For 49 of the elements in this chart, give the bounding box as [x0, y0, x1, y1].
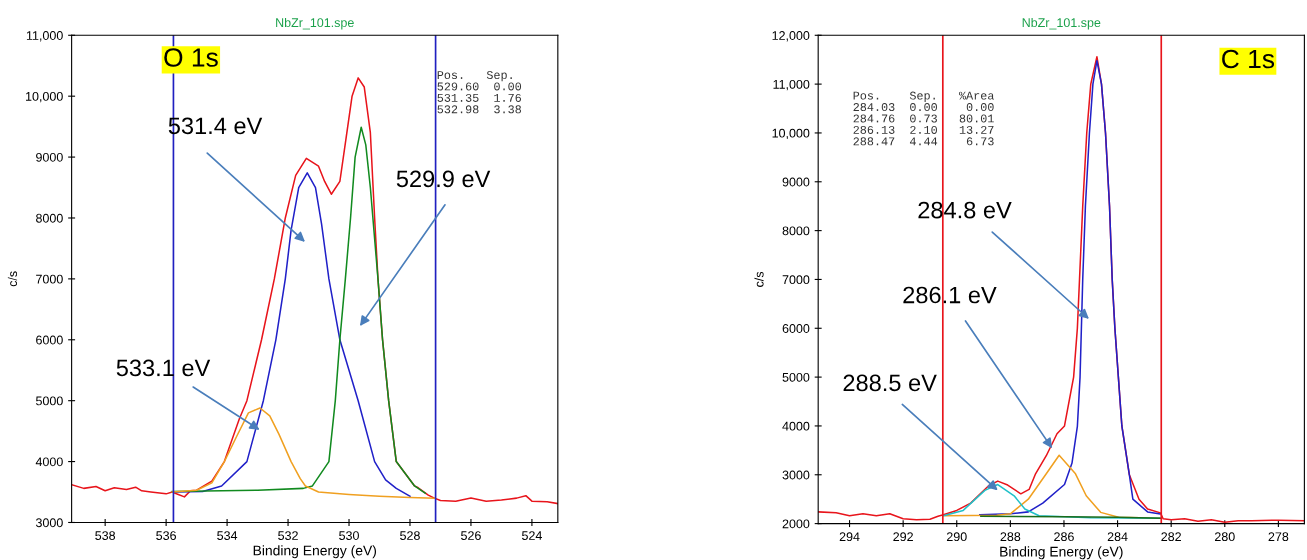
y-tick-label: 8000: [782, 226, 810, 236]
y-tick-label: 3000: [782, 470, 810, 480]
x-tick-label: 290: [946, 532, 967, 542]
x-tick-label: 536: [156, 531, 176, 540]
y-tick-label: 4000: [782, 421, 810, 431]
y-axis-title: c/s: [754, 271, 764, 287]
y-tick-label: 10,000: [26, 91, 63, 103]
y-tick-label: 5000: [782, 372, 810, 382]
x-axis-title: Binding Energy (eV): [1000, 546, 1123, 560]
x-tick-label: 282: [1161, 532, 1181, 542]
x-tick-label: 532: [278, 531, 298, 540]
x-tick-label: 524: [521, 531, 542, 540]
x-tick-label: 528: [400, 531, 420, 540]
y-axis-title: c/s: [7, 271, 18, 287]
y-tick-label: 12,000: [772, 31, 810, 42]
x-tick-label: 292: [893, 532, 913, 542]
x-tick-label: 280: [1214, 532, 1235, 542]
x-tick-label: 284: [1107, 532, 1128, 542]
annotation: Pos. Sep. 529.60 0.00 531.35 1.76 532.98 3.38: [437, 71, 522, 114]
annotation: 288.5 eV: [843, 374, 937, 392]
y-tick-label: 6000: [36, 335, 63, 345]
y-tick-label: 10,000: [772, 128, 810, 140]
x-tick-label: 534: [217, 531, 238, 540]
chart-title: NbZr_101.spe: [276, 17, 354, 30]
x-tick-label: 530: [339, 531, 359, 540]
y-tick-label: 11,000: [26, 31, 63, 42]
x-tick-label: 538: [95, 531, 116, 540]
line-series: [171, 407, 436, 499]
y-tick-label: 5000: [35, 396, 63, 406]
annotation: O 1s: [164, 48, 218, 67]
y-tick-label: 3000: [35, 518, 63, 528]
y-tick-label: 9000: [782, 177, 810, 187]
x-tick-label: 278: [1268, 532, 1289, 542]
annotation: Pos. Sep. %Area 284.03 0.00 0.00 284.76 0.73 80.01 286.13 2.10 13.27 288.47 4.44 6.73: [853, 91, 994, 146]
y-tick-label: 4000: [35, 457, 63, 467]
y-tick-label: 7000: [782, 275, 810, 285]
y-tick-label: 11,000: [773, 79, 810, 91]
x-tick-label: 526: [461, 531, 481, 540]
annotation: C 1s: [1222, 49, 1275, 69]
x-tick-label: 288: [1000, 532, 1021, 542]
x-tick-label: 294: [839, 532, 860, 542]
y-tick-label: 8000: [36, 213, 63, 223]
y-tick-label: 7000: [36, 274, 63, 284]
x-tick-label: 286: [1054, 532, 1074, 542]
y-tick-label: 9000: [36, 152, 63, 162]
x-axis-title: Binding Energy (eV): [253, 545, 377, 559]
y-tick-label: 6000: [782, 324, 810, 333]
chart-title: NbZr_101.spe: [1022, 17, 1101, 30]
y-tick-label: 2000: [782, 519, 810, 529]
